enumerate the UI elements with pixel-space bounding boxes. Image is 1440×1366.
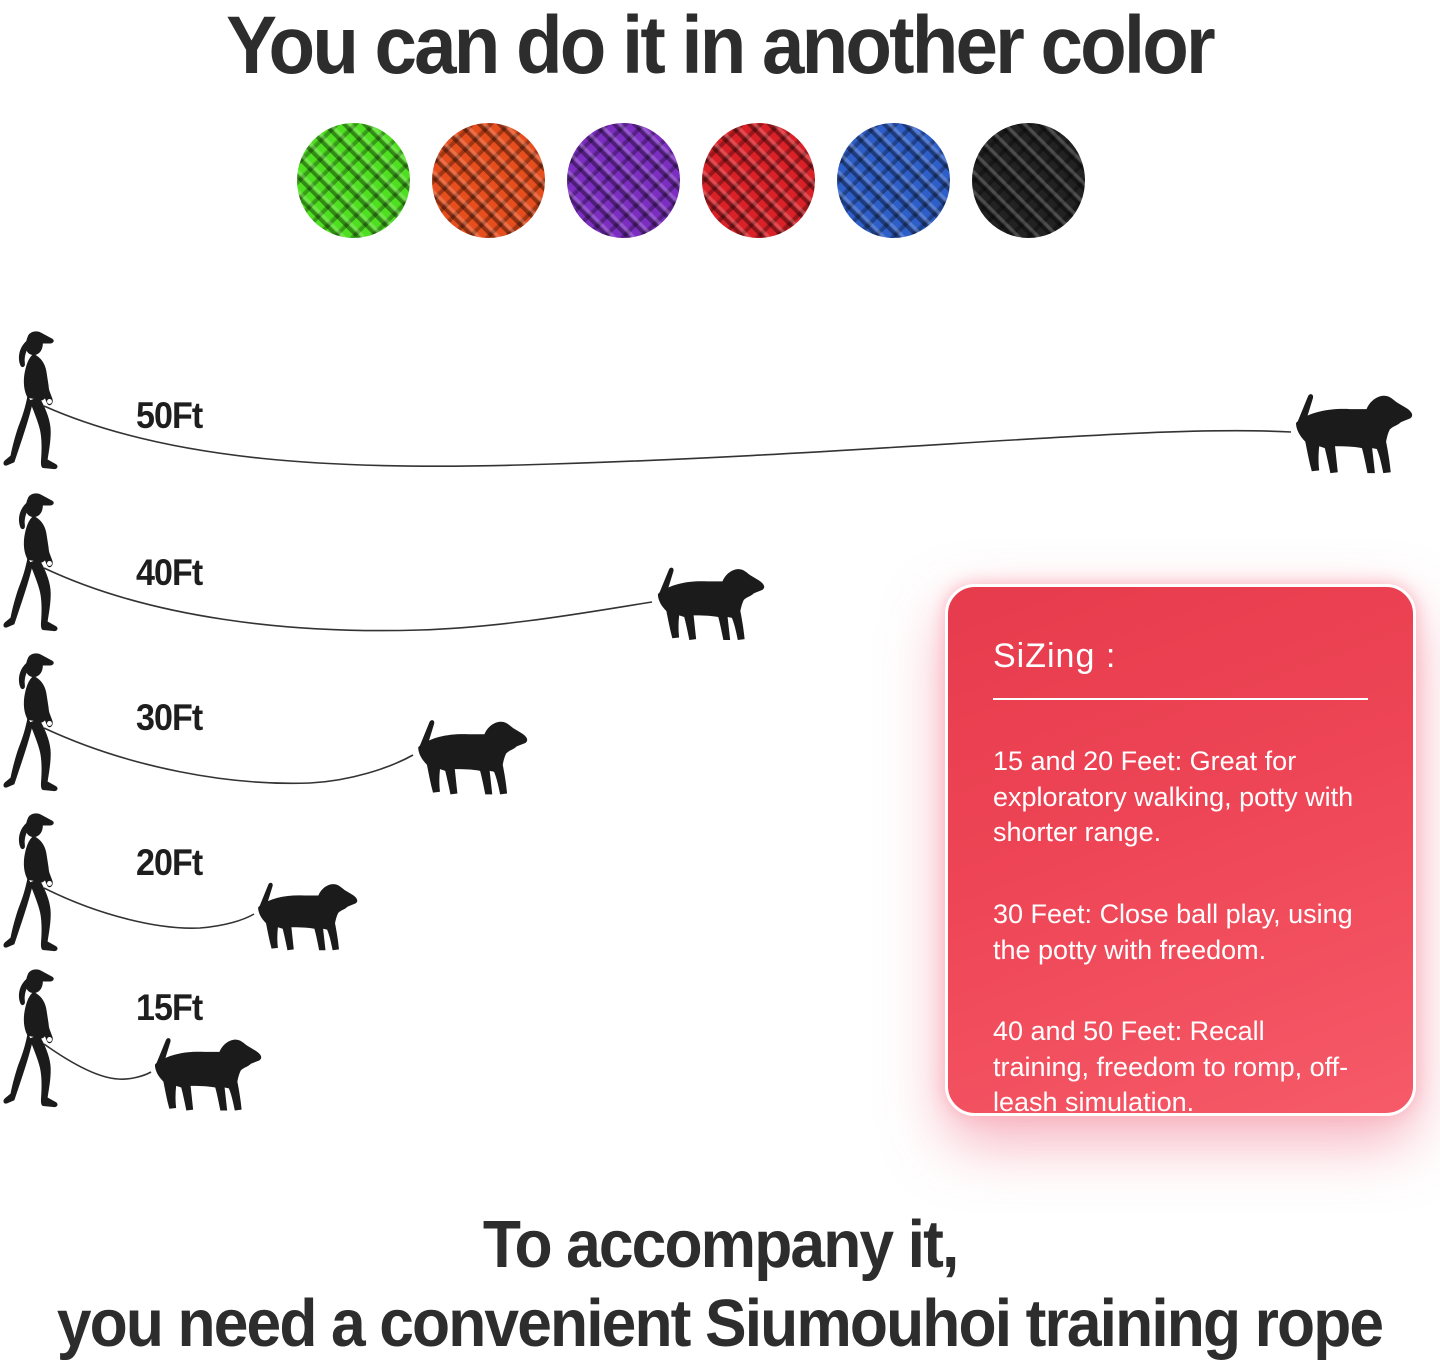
sizing-note-15-20ft: 15 and 20 Feet: Great for exploratory wa… (993, 746, 1354, 848)
color-swatch-blue (837, 123, 950, 238)
leash-line-50ft (43, 405, 1292, 468)
color-swatch-orange (432, 123, 545, 238)
leash-line-15ft (43, 1043, 152, 1080)
dog-silhouette (1283, 389, 1413, 483)
page-title: You can do it in another color (0, 0, 1440, 92)
footer-headline: To accompany it, you need a convenient S… (0, 1205, 1440, 1363)
color-swatch-row (297, 123, 1087, 238)
sizing-card-divider (993, 698, 1368, 700)
length-label-20ft: 20Ft (136, 842, 203, 883)
dog-silhouette (247, 876, 358, 961)
length-label-30ft: 30Ft (136, 697, 203, 738)
color-swatch-red (702, 123, 815, 238)
length-label-15ft: 15Ft (136, 987, 203, 1028)
walker-silhouette (2, 652, 59, 795)
dog-silhouette (406, 714, 528, 805)
color-swatch-black (972, 123, 1085, 238)
leash-line-40ft (43, 567, 653, 632)
walker-silhouette (2, 812, 59, 955)
sizing-note-40-50ft: 40 and 50 Feet: Recall training, freedom… (993, 1016, 1349, 1118)
page-title-text: You can do it in another color (226, 0, 1217, 91)
sizing-card-heading: SiZing : (993, 637, 1117, 675)
leash-line-30ft (43, 727, 414, 785)
walker-silhouette (2, 968, 59, 1111)
sizing-card: SiZing : 15 and 20 Feet: Great for explo… (945, 584, 1416, 1117)
color-swatch-purple (567, 123, 680, 238)
leash-line-20ft (43, 887, 255, 929)
footer-line2: you need a convenient Siumouhoi training… (57, 1286, 1384, 1362)
walker-silhouette (2, 330, 59, 473)
sizing-note-30ft: 30 Feet: Close ball play, using the pott… (993, 898, 1353, 965)
dog-silhouette (143, 1031, 262, 1122)
dog-silhouette (646, 562, 765, 650)
footer-line1: To accompany it, (482, 1207, 959, 1282)
walker-silhouette (2, 492, 59, 635)
color-swatch-green (297, 123, 410, 238)
length-label-40ft: 40Ft (136, 552, 203, 593)
length-label-50ft: 50Ft (136, 395, 203, 436)
